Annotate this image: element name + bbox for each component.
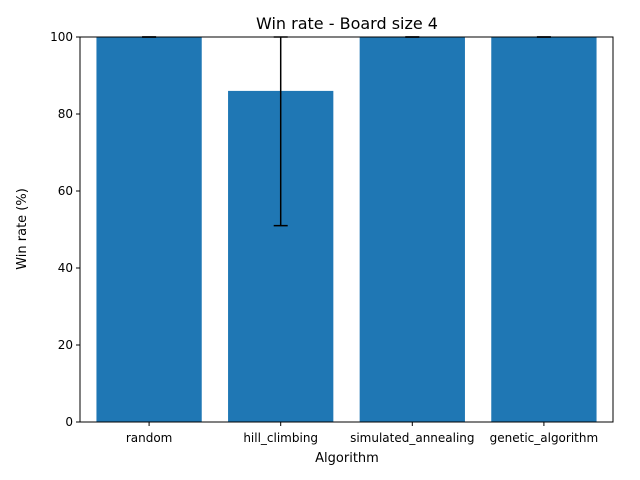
- x-axis-label: Algorithm: [315, 451, 379, 466]
- chart-title: Win rate - Board size 4: [256, 14, 438, 33]
- axes-layer: [79, 36, 614, 423]
- x-tick-label-hill_climbing: hill_climbing: [243, 431, 318, 445]
- bar-genetic_algorithm: [491, 37, 597, 422]
- y-tick-label-0: 0: [65, 415, 73, 429]
- y-axis-label: Win rate (%): [15, 188, 30, 270]
- x-tick-label-random: random: [126, 431, 173, 445]
- x-tick-label-simulated_annealing: simulated_annealing: [350, 431, 474, 445]
- y-tick-label-80: 80: [58, 107, 73, 121]
- y-tick-label-20: 20: [58, 338, 73, 352]
- x-tick-label-genetic_algorithm: genetic_algorithm: [490, 431, 599, 445]
- y-tick-label-40: 40: [58, 261, 73, 275]
- bar-random: [96, 37, 202, 422]
- y-tick-label-100: 100: [50, 30, 73, 44]
- y-ticks-layer: 0 20 40 60 80 100: [50, 30, 80, 429]
- bars-layer: [96, 37, 597, 423]
- y-tick-label-60: 60: [58, 184, 73, 198]
- x-ticks-layer: random hill_climbing simulated_annealing ge…: [126, 422, 598, 445]
- bar-simulated_annealing: [359, 37, 465, 422]
